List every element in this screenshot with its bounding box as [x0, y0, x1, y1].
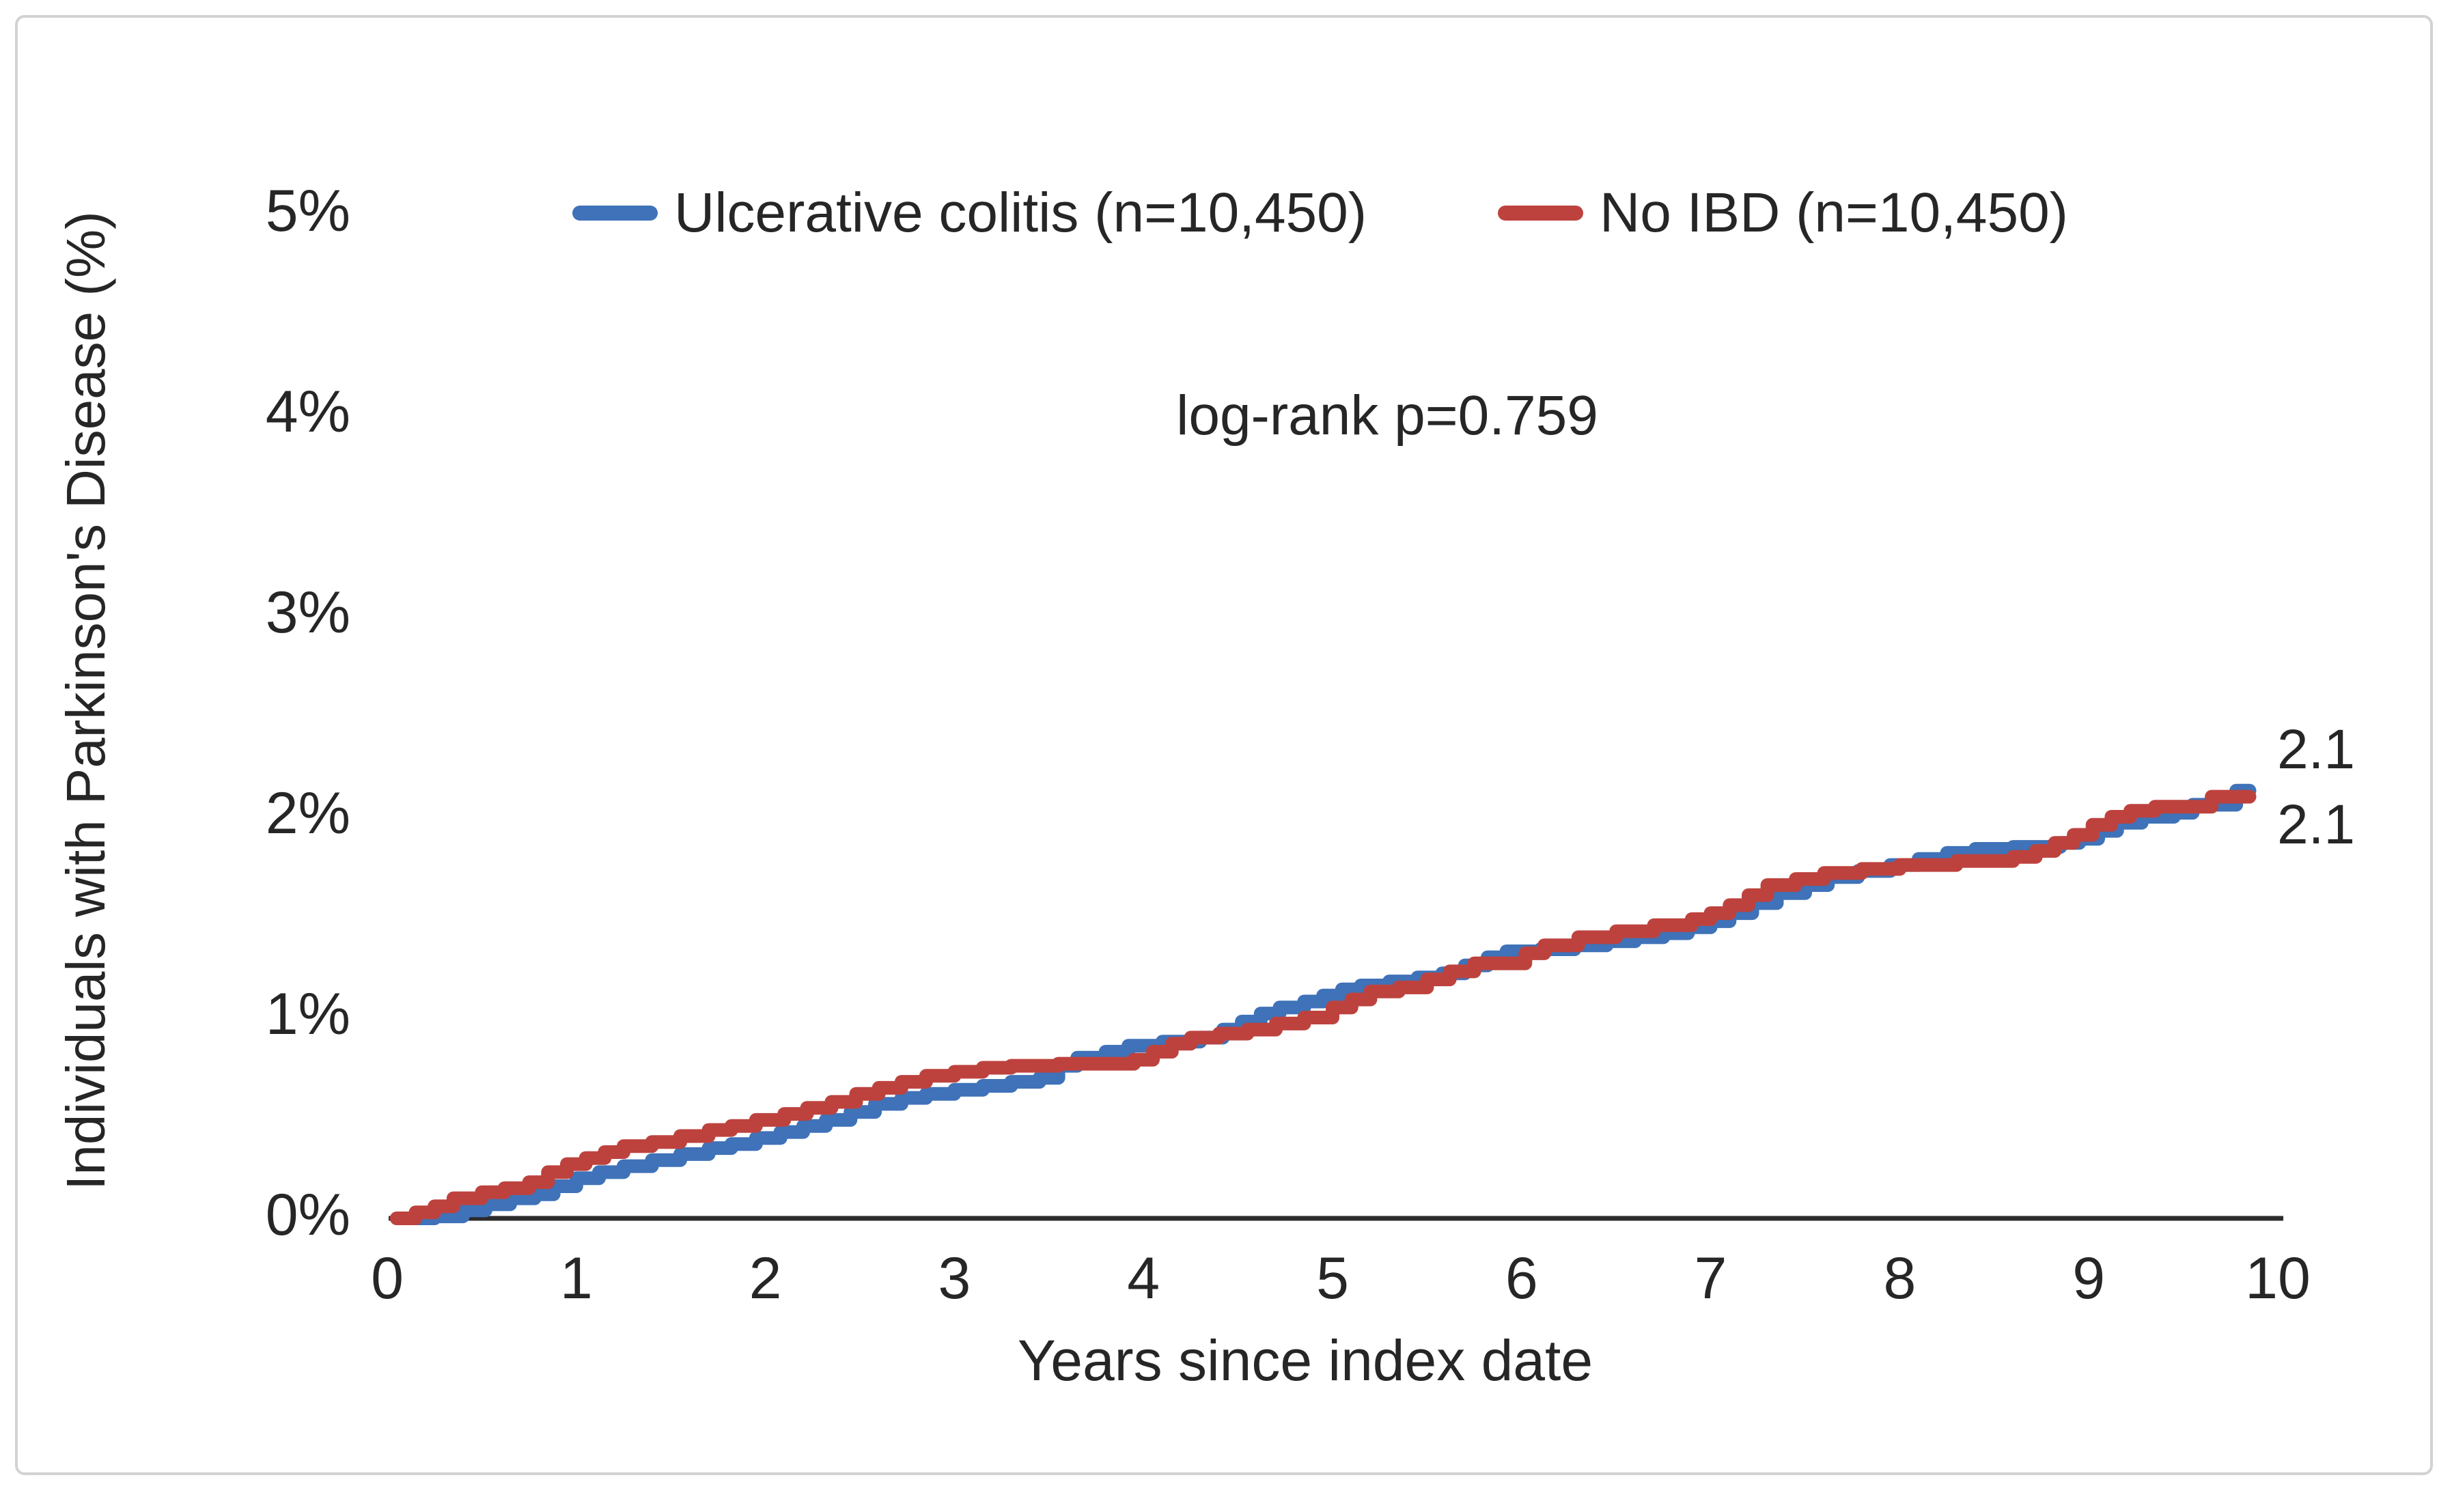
y-tick-label: 2% — [265, 781, 350, 846]
x-tick-label: 7 — [1694, 1246, 1727, 1311]
x-tick-label: 10 — [2245, 1246, 2311, 1311]
legend-label-ulcerative-colitis: Ulcerative colitis (n=10,450) — [674, 182, 1367, 244]
x-tick-label: 9 — [2072, 1246, 2106, 1311]
end-data-label-upper: 2.1 — [2277, 718, 2355, 781]
series-line-no-ibd — [389, 789, 2257, 1225]
y-tick-label: 4% — [265, 379, 350, 445]
y-axis-title: Individuals with Parkinson's Disease (%) — [55, 211, 116, 1190]
legend-label-no-ibd: No IBD (n=10,450) — [1600, 182, 2068, 244]
x-tick-label: 8 — [1883, 1246, 1917, 1311]
legend-swatch-blue-line-icon — [572, 206, 658, 221]
x-tick-label: 3 — [938, 1246, 971, 1311]
x-axis-title: Years since index date — [1017, 1328, 1593, 1392]
x-tick-label: 2 — [749, 1246, 782, 1311]
legend-item-no-ibd: No IBD (n=10,450) — [1498, 180, 2068, 246]
y-tick-label: 1% — [265, 981, 350, 1047]
x-tick-label: 5 — [1316, 1246, 1349, 1311]
end-data-label-lower: 2.1 — [2277, 794, 2355, 856]
y-tick-label: 3% — [265, 580, 350, 645]
x-tick-label: 6 — [1505, 1246, 1538, 1311]
chart-frame: 0% 1% 2% 3% 4% 5% 0 1 2 3 4 5 6 7 8 9 10 Ulcerative col… — [15, 15, 2433, 1475]
x-tick-label: 4 — [1127, 1246, 1160, 1311]
plot-area — [389, 783, 2283, 1225]
x-tick-label: 0 — [371, 1246, 404, 1311]
y-tick-label: 5% — [265, 178, 350, 244]
legend-swatch-red-line-icon — [1498, 206, 1583, 221]
y-tick-label: 0% — [265, 1182, 350, 1248]
legend-item-ulcerative-colitis: Ulcerative colitis (n=10,450) — [572, 180, 1367, 246]
x-tick-label: 1 — [559, 1246, 593, 1311]
log-rank-annotation: log-rank p=0.759 — [1176, 384, 1598, 447]
